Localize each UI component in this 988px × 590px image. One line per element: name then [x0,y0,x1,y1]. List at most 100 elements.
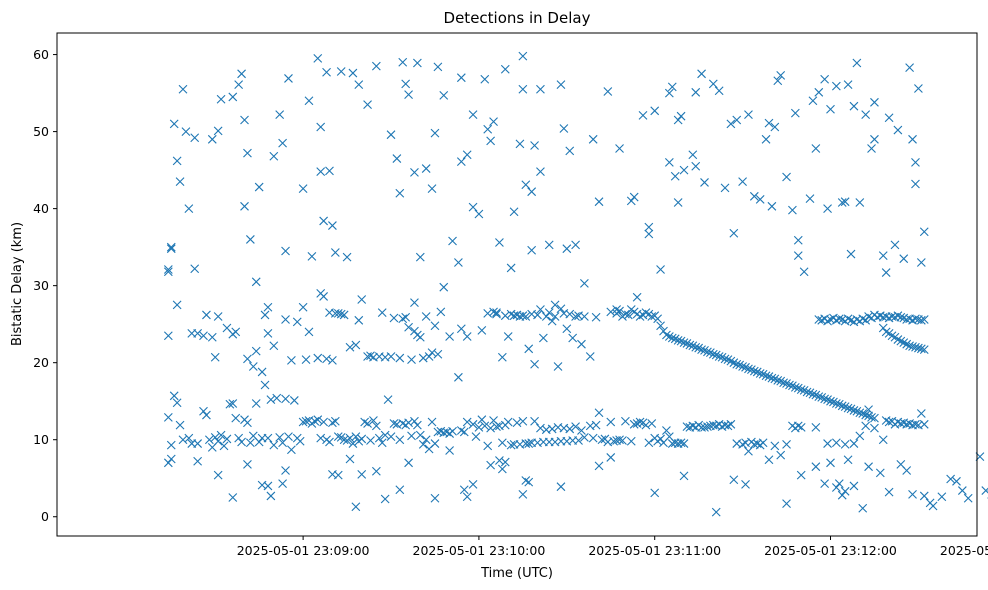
data-point [591,420,601,430]
data-point [606,453,616,462]
data-point [703,347,712,357]
data-point [562,324,572,334]
data-point [843,455,853,465]
data-point [492,422,501,432]
data-point [530,359,539,369]
data-point [919,345,929,354]
data-point [234,433,244,443]
data-point [580,312,589,321]
data-point [184,433,194,443]
data-point [301,416,311,426]
data-point [354,80,364,89]
data-point [656,265,665,274]
data-point [577,426,586,435]
data-point [383,395,393,405]
data-point [169,119,179,129]
data-point [421,435,431,445]
data-point [612,305,622,314]
data-point [410,168,419,177]
data-point [656,434,665,444]
data-point [169,391,179,401]
data-point [530,416,539,426]
data-point [571,240,580,250]
data-point [905,63,914,73]
data-point [289,396,299,405]
data-point [919,315,929,324]
data-point [371,466,381,476]
data-point [779,378,789,388]
data-point [647,312,657,321]
data-point [858,314,868,324]
data-point [278,138,287,148]
data-point [462,150,472,160]
data-point [831,483,841,492]
data-point [251,399,261,408]
data-point [363,419,372,428]
data-point [521,312,531,321]
data-point [864,462,873,472]
data-point [404,458,413,468]
data-point [603,87,613,96]
data-point [207,332,217,342]
data-point [805,388,815,398]
x-axis-title: Time (UTC) [480,566,553,581]
data-point [837,490,847,500]
data-point [298,302,308,312]
data-point [216,94,226,104]
data-point [219,441,229,451]
y-tick-label: 40 [33,201,49,216]
data-point [371,421,381,431]
data-point [541,312,551,321]
data-point [243,354,252,364]
data-point [811,462,821,472]
data-point [430,493,440,503]
data-point [808,96,818,106]
data-point [629,419,639,429]
data-point [269,151,279,161]
data-point [861,410,871,420]
data-point [515,139,525,149]
data-point [500,64,510,74]
data-point [524,477,534,487]
data-point [518,416,528,426]
data-point [826,396,835,406]
data-point [565,146,575,156]
data-point [829,397,838,407]
data-point [199,331,208,341]
data-point [770,374,780,384]
data-point [330,416,340,426]
data-point [377,438,387,448]
data-point [914,84,923,93]
data-point [594,197,604,207]
data-point [796,470,806,480]
data-point [193,456,203,466]
data-point [275,110,285,120]
data-point [427,417,437,427]
data-point [213,470,223,480]
data-point [184,204,194,214]
data-point [644,438,654,448]
data-point [360,417,370,427]
data-point [410,298,419,307]
data-point [550,312,560,321]
data-point [808,389,818,399]
data-point [231,327,241,337]
data-point [717,352,727,362]
data-point [319,216,329,226]
data-point [823,439,832,448]
data-point [518,84,528,94]
data-point [260,310,270,320]
data-point [234,80,244,89]
data-point [884,417,894,427]
data-point [565,424,575,434]
data-point [568,333,578,343]
data-point [527,187,537,197]
data-point [345,433,355,443]
data-point [281,466,290,475]
data-point [166,440,176,450]
data-point [591,312,601,322]
data-point [251,277,261,287]
data-point [266,395,276,405]
data-point [782,439,791,449]
